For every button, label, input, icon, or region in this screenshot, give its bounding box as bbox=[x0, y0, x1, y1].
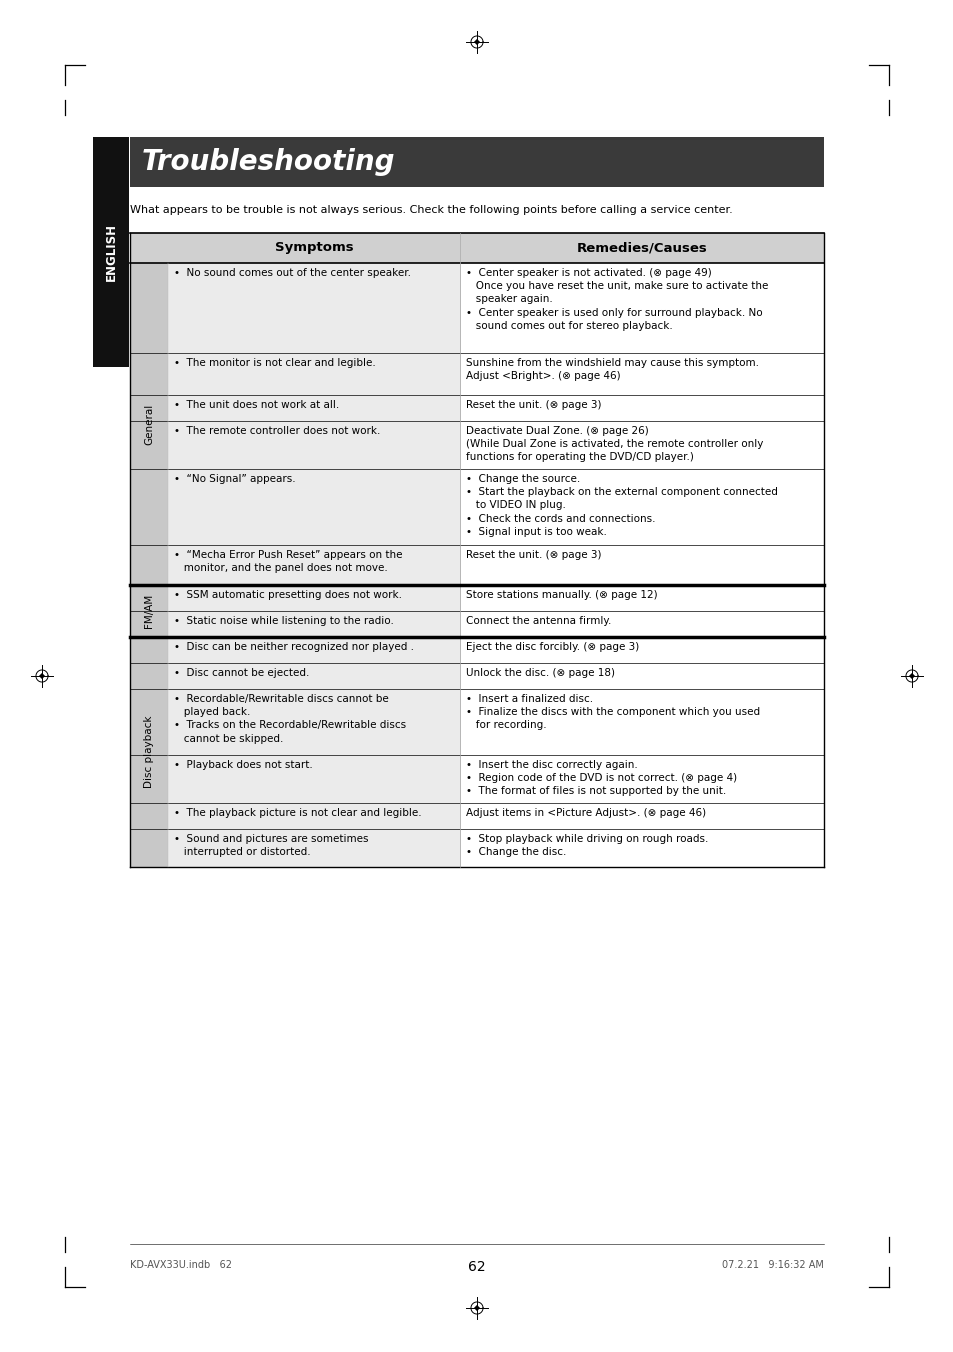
Bar bbox=[168, 469, 459, 545]
Bar bbox=[168, 611, 459, 637]
Bar bbox=[168, 662, 459, 690]
Text: Eject the disc forcibly. (⊗ page 3): Eject the disc forcibly. (⊗ page 3) bbox=[465, 642, 639, 652]
Text: Adjust items in <Picture Adjust>. (⊗ page 46): Adjust items in <Picture Adjust>. (⊗ pag… bbox=[465, 808, 705, 818]
Text: FM/AM: FM/AM bbox=[144, 594, 153, 629]
Text: Remedies/Causes: Remedies/Causes bbox=[576, 242, 706, 254]
Polygon shape bbox=[474, 39, 479, 45]
Text: •  Insert a finalized disc.
•  Finalize the discs with the component which you u: • Insert a finalized disc. • Finalize th… bbox=[465, 694, 760, 730]
Polygon shape bbox=[908, 673, 914, 679]
Bar bbox=[130, 585, 168, 637]
Text: 07.2.21   9:16:32 AM: 07.2.21 9:16:32 AM bbox=[721, 1260, 823, 1270]
Text: •  Disc cannot be ejected.: • Disc cannot be ejected. bbox=[173, 668, 309, 677]
Text: Disc playback: Disc playback bbox=[144, 715, 153, 788]
Polygon shape bbox=[474, 1305, 479, 1311]
Text: •  SSM automatic presetting does not work.: • SSM automatic presetting does not work… bbox=[173, 589, 401, 600]
Text: •  Insert the disc correctly again.
•  Region code of the DVD is not correct. (⊗: • Insert the disc correctly again. • Reg… bbox=[465, 760, 737, 796]
Text: Reset the unit. (⊗ page 3): Reset the unit. (⊗ page 3) bbox=[465, 400, 601, 410]
Text: •  “No Signal” appears.: • “No Signal” appears. bbox=[173, 475, 295, 484]
Bar bbox=[168, 353, 459, 395]
Text: •  Static noise while listening to the radio.: • Static noise while listening to the ra… bbox=[173, 617, 394, 626]
Bar bbox=[168, 264, 459, 353]
Bar bbox=[168, 829, 459, 867]
Bar bbox=[168, 545, 459, 585]
Bar bbox=[168, 803, 459, 829]
Text: •  The remote controller does not work.: • The remote controller does not work. bbox=[173, 426, 380, 435]
Text: •  Disc can be neither recognized nor played .: • Disc can be neither recognized nor pla… bbox=[173, 642, 414, 652]
Text: •  Center speaker is not activated. (⊗ page 49)
   Once you have reset the unit,: • Center speaker is not activated. (⊗ pa… bbox=[465, 268, 767, 331]
Text: •  Change the source.
•  Start the playback on the external component connected
: • Change the source. • Start the playbac… bbox=[465, 475, 777, 537]
Bar bbox=[168, 690, 459, 754]
Bar bbox=[130, 233, 823, 264]
Text: What appears to be trouble is not always serious. Check the following points bef: What appears to be trouble is not always… bbox=[130, 206, 732, 215]
Text: 62: 62 bbox=[468, 1260, 485, 1274]
Text: Sunshine from the windshield may cause this symptom.
Adjust <Bright>. (⊗ page 46: Sunshine from the windshield may cause t… bbox=[465, 358, 759, 381]
Text: Symptoms: Symptoms bbox=[274, 242, 353, 254]
Polygon shape bbox=[39, 673, 45, 679]
Text: Deactivate Dual Zone. (⊗ page 26)
(While Dual Zone is activated, the remote cont: Deactivate Dual Zone. (⊗ page 26) (While… bbox=[465, 426, 762, 462]
Text: ENGLISH: ENGLISH bbox=[105, 223, 117, 281]
Bar bbox=[92, 137, 129, 366]
Text: •  Recordable/Rewritable discs cannot be
   played back.
•  Tracks on the Record: • Recordable/Rewritable discs cannot be … bbox=[173, 694, 406, 744]
Text: •  No sound comes out of the center speaker.: • No sound comes out of the center speak… bbox=[173, 268, 411, 279]
Bar bbox=[168, 585, 459, 611]
Text: •  The unit does not work at all.: • The unit does not work at all. bbox=[173, 400, 339, 410]
Text: •  Playback does not start.: • Playback does not start. bbox=[173, 760, 313, 771]
Text: Store stations manually. (⊗ page 12): Store stations manually. (⊗ page 12) bbox=[465, 589, 657, 600]
Text: General: General bbox=[144, 403, 153, 445]
Bar bbox=[168, 420, 459, 469]
Text: Unlock the disc. (⊗ page 18): Unlock the disc. (⊗ page 18) bbox=[465, 668, 615, 677]
Bar bbox=[168, 637, 459, 662]
Bar bbox=[130, 264, 168, 585]
Text: KD-AVX33U.indb   62: KD-AVX33U.indb 62 bbox=[130, 1260, 232, 1270]
Bar bbox=[130, 137, 823, 187]
Bar bbox=[168, 395, 459, 420]
Bar bbox=[168, 754, 459, 803]
Text: Troubleshooting: Troubleshooting bbox=[142, 147, 395, 176]
Text: •  The playback picture is not clear and legible.: • The playback picture is not clear and … bbox=[173, 808, 421, 818]
Text: •  “Mecha Error Push Reset” appears on the
   monitor, and the panel does not mo: • “Mecha Error Push Reset” appears on th… bbox=[173, 550, 402, 573]
Text: Reset the unit. (⊗ page 3): Reset the unit. (⊗ page 3) bbox=[465, 550, 601, 560]
Text: •  Stop playback while driving on rough roads.
•  Change the disc.: • Stop playback while driving on rough r… bbox=[465, 834, 708, 857]
Text: •  Sound and pictures are sometimes
   interrupted or distorted.: • Sound and pictures are sometimes inter… bbox=[173, 834, 368, 857]
Text: •  The monitor is not clear and legible.: • The monitor is not clear and legible. bbox=[173, 358, 375, 368]
Text: Connect the antenna firmly.: Connect the antenna firmly. bbox=[465, 617, 611, 626]
Bar bbox=[130, 637, 168, 867]
